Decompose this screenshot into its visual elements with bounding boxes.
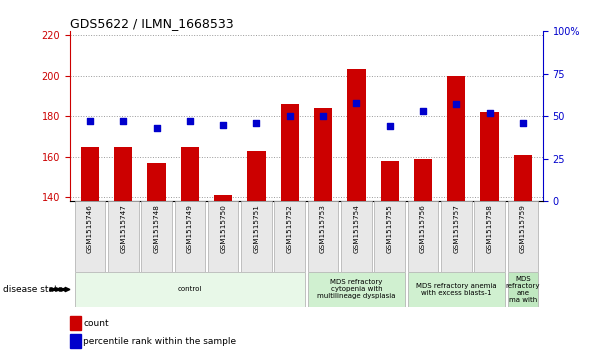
Bar: [514, 155, 532, 201]
Bar: [381, 161, 399, 201]
Text: disease state: disease state: [3, 285, 63, 294]
Bar: [141, 201, 172, 272]
Bar: [274, 201, 305, 272]
Point: [485, 110, 494, 116]
Point: [351, 99, 361, 105]
Bar: [447, 76, 466, 201]
Text: GDS5622 / ILMN_1668533: GDS5622 / ILMN_1668533: [70, 17, 233, 30]
Text: MDS
refractory
ane
ma with: MDS refractory ane ma with: [506, 276, 540, 303]
Point: [119, 118, 128, 124]
Text: GSM1515752: GSM1515752: [287, 204, 293, 253]
Bar: [241, 201, 272, 272]
Text: GSM1515758: GSM1515758: [486, 204, 492, 253]
Text: GSM1515748: GSM1515748: [154, 204, 159, 253]
Text: GSM1515746: GSM1515746: [87, 204, 93, 253]
Point: [151, 125, 161, 131]
Bar: [147, 163, 166, 201]
Text: GSM1515747: GSM1515747: [120, 204, 126, 253]
Bar: [108, 201, 139, 272]
Bar: [114, 147, 133, 201]
Text: GSM1515756: GSM1515756: [420, 204, 426, 253]
Text: GSM1515749: GSM1515749: [187, 204, 193, 253]
Bar: [414, 159, 432, 201]
Point: [318, 113, 328, 119]
Text: GSM1515757: GSM1515757: [454, 204, 459, 253]
Bar: [408, 201, 438, 272]
Point: [218, 122, 228, 128]
Point: [385, 123, 395, 129]
Bar: [75, 272, 305, 307]
Point: [452, 101, 461, 107]
Bar: [508, 201, 538, 272]
Text: percentile rank within the sample: percentile rank within the sample: [83, 337, 237, 346]
Bar: [214, 195, 232, 201]
Text: GSM1515750: GSM1515750: [220, 204, 226, 253]
Point: [85, 118, 95, 124]
Bar: [247, 151, 266, 201]
Text: MDS refractory anemia
with excess blasts-1: MDS refractory anemia with excess blasts…: [416, 283, 497, 296]
Point: [185, 118, 195, 124]
Bar: [347, 69, 365, 201]
Bar: [75, 201, 105, 272]
Text: count: count: [83, 319, 109, 327]
Bar: [308, 201, 339, 272]
Bar: [174, 201, 205, 272]
Text: GSM1515754: GSM1515754: [353, 204, 359, 253]
Bar: [308, 272, 405, 307]
Text: control: control: [178, 286, 202, 293]
Point: [518, 120, 528, 126]
Bar: [474, 201, 505, 272]
Bar: [281, 104, 299, 201]
Bar: [208, 201, 238, 272]
Bar: [341, 201, 371, 272]
Text: GSM1515759: GSM1515759: [520, 204, 526, 253]
Bar: [181, 147, 199, 201]
Point: [285, 113, 295, 119]
Bar: [375, 201, 405, 272]
Text: GSM1515751: GSM1515751: [254, 204, 260, 253]
Text: GSM1515753: GSM1515753: [320, 204, 326, 253]
Bar: [314, 108, 332, 201]
Bar: [408, 272, 505, 307]
Point: [418, 108, 428, 114]
Text: MDS refractory
cytopenia with
multilineage dysplasia: MDS refractory cytopenia with multilinea…: [317, 280, 396, 299]
Bar: [81, 147, 99, 201]
Bar: [480, 112, 499, 201]
Bar: [441, 201, 472, 272]
Point: [252, 120, 261, 126]
Text: GSM1515755: GSM1515755: [387, 204, 393, 253]
Bar: [508, 272, 538, 307]
